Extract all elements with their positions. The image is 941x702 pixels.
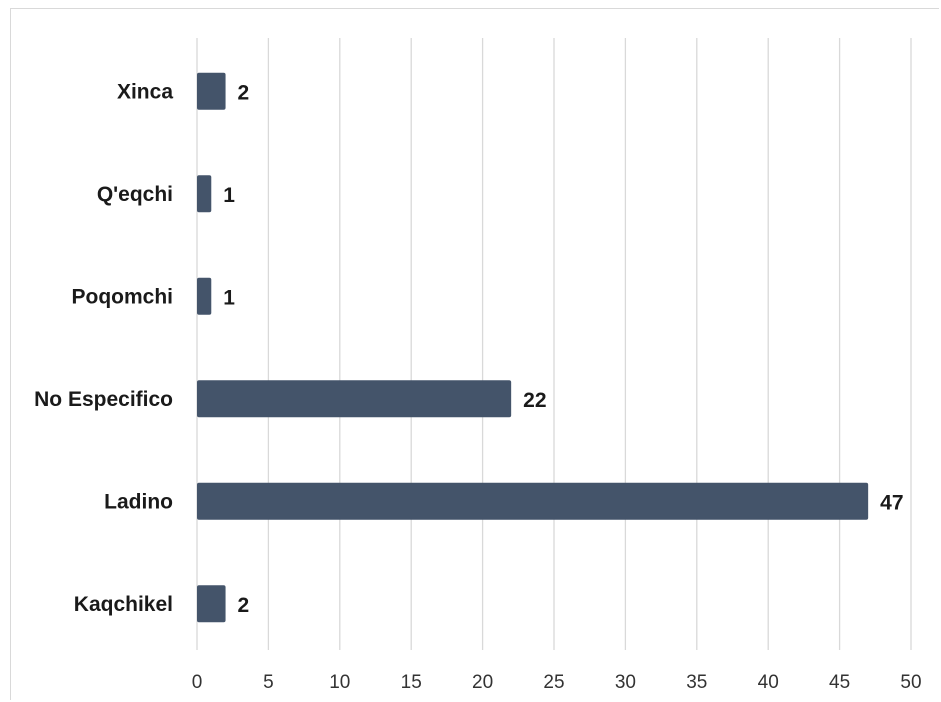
x-tick-label: 15 <box>401 672 422 693</box>
category-labels: Xinca Q'eqchi Poqomchi No Especifico Ladino K… <box>34 80 173 616</box>
x-tick-label: 10 <box>329 672 350 693</box>
x-tick-label: 30 <box>615 672 636 693</box>
category-label: No Especifico <box>34 388 173 411</box>
x-tick-label: 25 <box>543 672 564 693</box>
bar <box>197 380 512 418</box>
x-tick-label: 0 <box>192 672 203 693</box>
x-tick-label: 5 <box>263 672 274 693</box>
data-label: 1 <box>223 184 235 207</box>
data-label: 2 <box>238 594 250 617</box>
x-tick-label: 20 <box>472 672 493 693</box>
bars <box>197 72 869 623</box>
x-tick-label: 50 <box>900 672 921 693</box>
chart-frame <box>10 8 939 700</box>
category-label: Ladino <box>104 490 173 513</box>
bar <box>197 585 226 623</box>
x-tick-labels: 0 5 10 15 20 25 30 35 40 45 50 <box>192 672 922 693</box>
value-labels: 2 1 1 22 47 2 <box>223 81 903 617</box>
data-label: 47 <box>880 491 903 514</box>
category-label: Kaqchikel <box>74 593 173 616</box>
bar <box>197 482 869 520</box>
data-label: 1 <box>223 286 235 309</box>
x-tick-label: 40 <box>758 672 779 693</box>
category-label: Xinca <box>117 80 173 103</box>
x-tick-label: 45 <box>829 672 850 693</box>
category-label: Poqomchi <box>71 285 173 308</box>
bar <box>197 277 212 315</box>
gridlines <box>196 38 912 650</box>
bar <box>197 72 226 110</box>
data-label: 2 <box>238 81 250 104</box>
data-label: 22 <box>523 389 546 412</box>
category-label: Q'eqchi <box>97 183 173 206</box>
bar <box>197 175 212 213</box>
x-tick-label: 35 <box>686 672 707 693</box>
